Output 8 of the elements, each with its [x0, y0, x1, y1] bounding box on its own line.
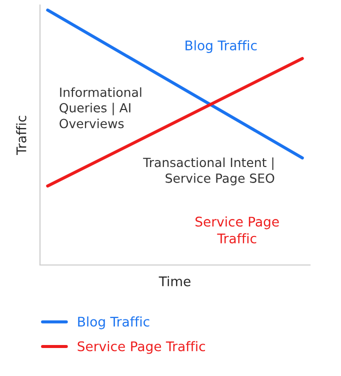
annotation: Transactional Intent | Service Page SEO [143, 157, 274, 186]
text: Service Page Traffic [196, 216, 279, 244]
x-axis-title: Time [158, 276, 190, 286]
y-axis-title: Traffic [16, 116, 26, 155]
annotation: Informational Queries | AI Overviews [60, 87, 142, 128]
text: Blog Traffic [186, 40, 257, 53]
legend-label: Service Page Traffic [78, 341, 205, 354]
legend-label: Blog Traffic [78, 316, 150, 330]
